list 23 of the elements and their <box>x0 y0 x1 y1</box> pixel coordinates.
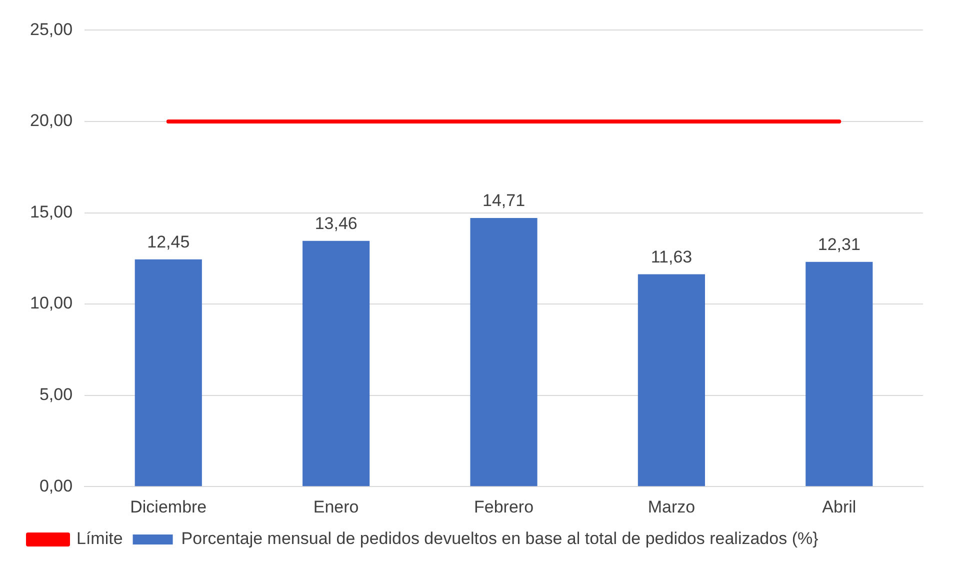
x-tick-label: Diciembre <box>130 497 207 516</box>
x-tick-label: Febrero <box>474 497 534 516</box>
x-tick-label: Abril <box>822 497 856 516</box>
y-tick-label: 0,00 <box>39 476 73 496</box>
y-tick-label: 10,00 <box>30 294 73 313</box>
bar <box>470 218 538 486</box>
y-tick-label: 15,00 <box>30 202 73 222</box>
data-label: 13,46 <box>314 214 358 234</box>
y-tick-label: 25,00 <box>30 20 73 39</box>
data-label: 11,63 <box>650 247 692 266</box>
data-label: 14,71 <box>482 191 526 210</box>
data-label: 12,45 <box>147 232 190 252</box>
y-tick-label: 5,00 <box>39 385 73 404</box>
legend-label: Límite <box>76 529 123 548</box>
bar <box>806 262 873 486</box>
x-tick-label: Enero <box>313 497 359 516</box>
data-label: 12,31 <box>818 235 860 254</box>
x-tick-label: Marzo <box>648 497 696 516</box>
y-tick-label: 20,00 <box>30 111 73 130</box>
bar <box>638 274 705 486</box>
legend-label: Porcentaje mensual de pedidos devueltos en base al total de pedidos realizados (%} <box>181 529 819 548</box>
bar <box>302 240 370 486</box>
bar <box>134 259 202 486</box>
